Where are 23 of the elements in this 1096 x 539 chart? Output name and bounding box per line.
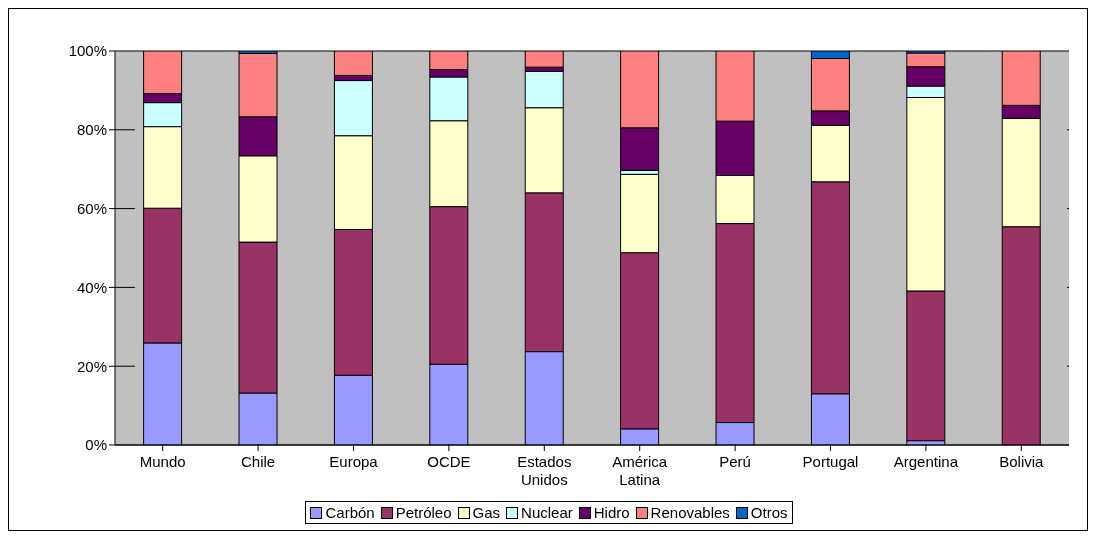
x-tick-label: Mundo [139, 453, 186, 470]
x-tick-label: Chile [241, 453, 276, 470]
legend-label: Otros [749, 504, 788, 521]
legend-label: Nuclear [520, 504, 573, 521]
x-tick-label: OCDE [427, 453, 471, 470]
x-tick-label: Bolivia [999, 453, 1045, 470]
legend-label: Petróleo [394, 504, 452, 521]
x-tick-label: Europa [329, 453, 379, 470]
y-tick-label: 100% [68, 42, 107, 60]
y-tick-label: 60% [76, 199, 107, 217]
x-tick-label: América Latina [612, 453, 668, 488]
legend-label: Renovables [649, 504, 730, 521]
x-tick-label: Perú [719, 453, 751, 470]
x-tick-label: Argentina [893, 453, 959, 470]
x-tick-label: Estados Unidos [517, 453, 572, 488]
legend-label: Carbón [324, 504, 375, 521]
y-tick-label: 80% [76, 121, 107, 139]
y-tick-label: 40% [76, 278, 107, 296]
legend-label: Hidro [592, 504, 630, 521]
x-tick-label: Portugal [802, 453, 859, 470]
legend-label: Gas [471, 504, 501, 521]
y-tick-label: 20% [76, 357, 107, 375]
y-tick-label: 0% [85, 436, 107, 454]
